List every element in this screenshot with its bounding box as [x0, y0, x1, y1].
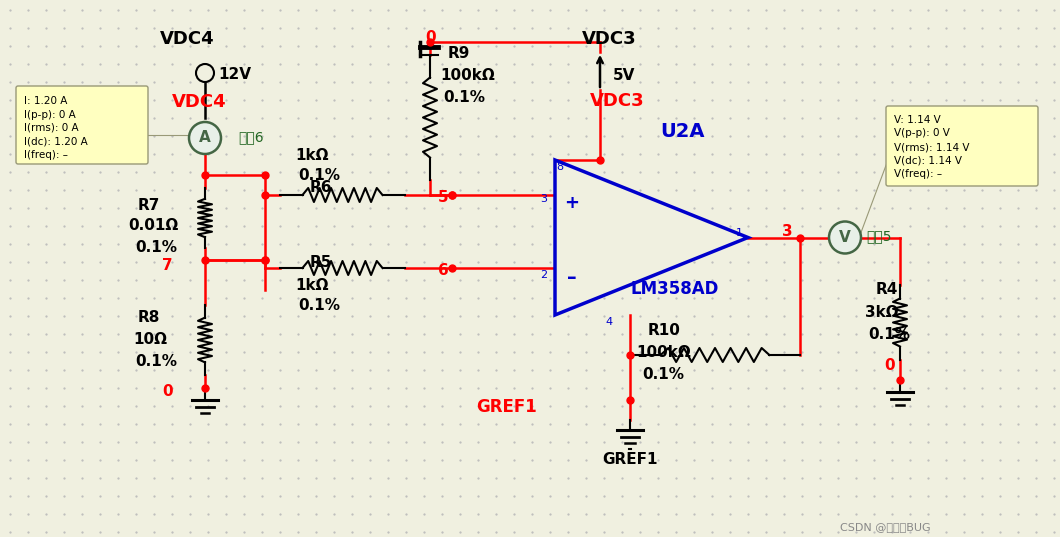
Circle shape — [829, 221, 861, 253]
Text: 0: 0 — [884, 358, 895, 373]
Text: 4: 4 — [605, 317, 612, 327]
Text: V: V — [840, 230, 851, 245]
Text: CSDN @中间态BUG: CSDN @中间态BUG — [840, 522, 931, 532]
Text: VDC3: VDC3 — [582, 30, 637, 48]
Text: V(p-p): 0 V: V(p-p): 0 V — [894, 128, 950, 139]
Text: 0.1%: 0.1% — [443, 90, 485, 105]
Text: 探针5: 探针5 — [866, 229, 891, 243]
Text: GREF1: GREF1 — [476, 398, 536, 416]
Text: VDC4: VDC4 — [160, 30, 214, 48]
Text: R5: R5 — [310, 255, 333, 270]
Text: V(rms): 1.14 V: V(rms): 1.14 V — [894, 142, 970, 152]
Text: 6: 6 — [438, 263, 448, 278]
Text: 100kΩ: 100kΩ — [636, 345, 691, 360]
Circle shape — [189, 122, 220, 154]
Circle shape — [196, 64, 214, 82]
Text: 1: 1 — [736, 228, 743, 237]
Text: U2A: U2A — [660, 122, 705, 141]
Text: 0.1%: 0.1% — [298, 168, 340, 183]
Text: R7: R7 — [138, 198, 160, 213]
Text: 3: 3 — [540, 193, 547, 204]
Text: 0: 0 — [425, 30, 436, 45]
Text: 1kΩ: 1kΩ — [295, 278, 329, 293]
Text: R6: R6 — [310, 180, 333, 195]
Text: 12V: 12V — [218, 67, 251, 82]
Text: 100kΩ: 100kΩ — [440, 68, 495, 83]
Text: GREF1: GREF1 — [602, 452, 657, 467]
Text: VDC3: VDC3 — [590, 92, 644, 110]
Text: 7: 7 — [162, 258, 173, 273]
Text: 2: 2 — [540, 270, 547, 279]
Text: V(freq): –: V(freq): – — [894, 169, 942, 179]
Text: VDC4: VDC4 — [172, 93, 227, 111]
Text: +: + — [565, 194, 580, 213]
FancyBboxPatch shape — [886, 106, 1038, 186]
Text: R9: R9 — [448, 46, 471, 61]
Text: 0.1%: 0.1% — [642, 367, 684, 382]
Text: 0.1%: 0.1% — [298, 298, 340, 313]
Text: I(rms): 0 A: I(rms): 0 A — [24, 123, 78, 133]
Text: –: – — [567, 268, 577, 287]
Text: 5: 5 — [438, 190, 448, 205]
Text: I(dc): 1.20 A: I(dc): 1.20 A — [24, 136, 88, 147]
Text: 10Ω: 10Ω — [132, 332, 167, 347]
Text: I(freq): –: I(freq): – — [24, 150, 68, 160]
Text: V(dc): 1.14 V: V(dc): 1.14 V — [894, 156, 962, 165]
Text: 3kΩ: 3kΩ — [865, 305, 899, 320]
Text: 0.1%: 0.1% — [135, 240, 177, 255]
Text: 0: 0 — [162, 384, 173, 399]
Text: 0.01Ω: 0.01Ω — [128, 218, 178, 233]
Text: 8: 8 — [556, 162, 563, 172]
Polygon shape — [555, 160, 748, 315]
Text: I: 1.20 A: I: 1.20 A — [24, 96, 68, 106]
Text: 3: 3 — [782, 223, 793, 238]
Text: 5V: 5V — [613, 68, 635, 83]
Text: 1kΩ: 1kΩ — [295, 148, 329, 163]
Text: 探针6: 探针6 — [238, 130, 264, 144]
Text: LM358AD: LM358AD — [630, 280, 719, 298]
Text: R4: R4 — [876, 282, 899, 297]
Text: I(p-p): 0 A: I(p-p): 0 A — [24, 110, 75, 120]
Text: R8: R8 — [138, 310, 160, 325]
Text: 0.1%: 0.1% — [868, 327, 909, 342]
FancyBboxPatch shape — [16, 86, 148, 164]
Text: 0.1%: 0.1% — [135, 354, 177, 369]
Text: R10: R10 — [648, 323, 681, 338]
Text: V: 1.14 V: V: 1.14 V — [894, 115, 941, 125]
Text: A: A — [199, 130, 211, 146]
